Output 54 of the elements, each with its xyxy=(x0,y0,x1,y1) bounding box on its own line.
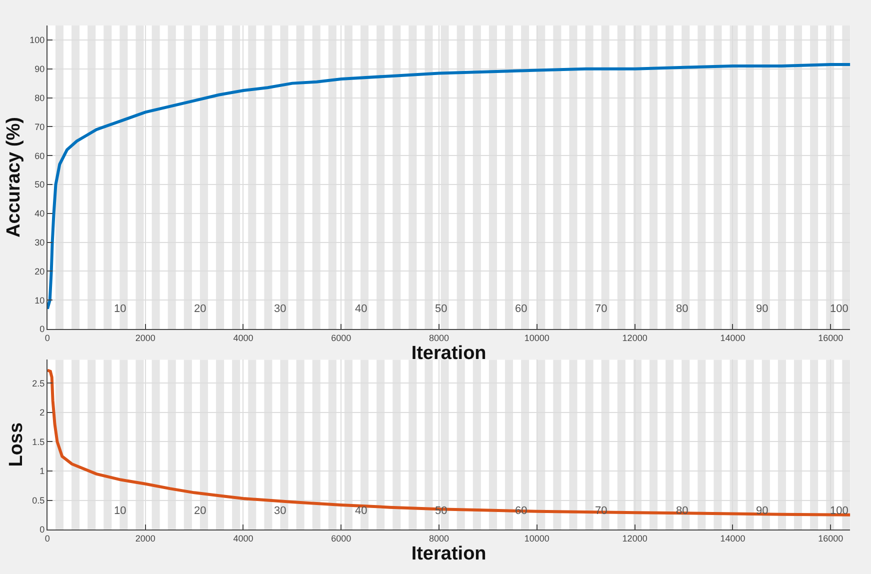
y-tick-label: 50 xyxy=(34,180,45,190)
annotation: 30 xyxy=(274,303,286,315)
x-tick-label: 10000 xyxy=(524,533,550,544)
y-tick-label: 80 xyxy=(34,92,45,103)
y-tick-label: 2.5 xyxy=(32,378,45,388)
y-tick-label: 0 xyxy=(40,524,45,535)
y-tick-label: 100 xyxy=(30,35,45,46)
y-tick-label: 1 xyxy=(40,466,45,476)
line-series xyxy=(47,63,850,310)
annotation: 70 xyxy=(595,505,608,517)
x-tick-label: 6000 xyxy=(331,332,352,343)
annotation: 70 xyxy=(595,303,608,315)
line-series xyxy=(47,368,850,516)
y-axis-title: Accuracy (%) xyxy=(3,117,24,238)
x-tick-label: 10000 xyxy=(524,332,550,343)
x-tick-label: 14000 xyxy=(720,332,746,343)
x-tick-label: 2000 xyxy=(135,332,156,343)
annotation: 80 xyxy=(676,303,688,315)
annotation: 20 xyxy=(194,505,206,517)
annotation: 50 xyxy=(435,303,448,315)
annotation: 40 xyxy=(355,303,368,315)
annotation: 100 xyxy=(830,303,848,315)
x-tick-label: 6000 xyxy=(331,533,352,544)
y-tick-label: 0.5 xyxy=(32,495,45,506)
annotation: 40 xyxy=(355,505,368,517)
y-tick-label: 20 xyxy=(34,266,45,276)
y-tick-label: 0 xyxy=(40,324,45,334)
annotation: 20 xyxy=(194,303,206,315)
y-tick-label: 90 xyxy=(34,64,45,74)
x-tick-label: 12000 xyxy=(622,533,648,544)
y-tick-label: 10 xyxy=(34,295,45,306)
y-tick-label: 2 xyxy=(40,408,45,418)
x-axis-title: Iteration xyxy=(411,342,486,364)
x-tick-label: 16000 xyxy=(818,332,844,343)
x-tick-label: 12000 xyxy=(622,332,648,343)
y-axis-title: Loss xyxy=(6,422,27,467)
y-tick-label: 1.5 xyxy=(32,436,45,447)
annotation: 10 xyxy=(114,505,126,517)
x-tick-label: 8000 xyxy=(429,332,450,343)
x-tick-label: 8000 xyxy=(429,533,450,544)
x-tick-label: 14000 xyxy=(720,533,746,544)
y-tick-label: 40 xyxy=(34,208,45,219)
x-tick-label: 2000 xyxy=(135,533,156,544)
annotation: 60 xyxy=(515,303,528,315)
y-tick-label: 30 xyxy=(34,237,45,248)
y-tick-label: 70 xyxy=(34,122,45,132)
annotation: 30 xyxy=(274,505,286,517)
annotation: 10 xyxy=(114,303,126,315)
y-tick-label: 60 xyxy=(34,150,45,161)
x-axis-title: Iteration xyxy=(411,543,486,564)
x-tick-label: 4000 xyxy=(233,533,254,544)
annotation: 90 xyxy=(756,303,768,315)
x-tick-label: 4000 xyxy=(233,332,254,343)
x-tick-label: 16000 xyxy=(818,533,844,544)
